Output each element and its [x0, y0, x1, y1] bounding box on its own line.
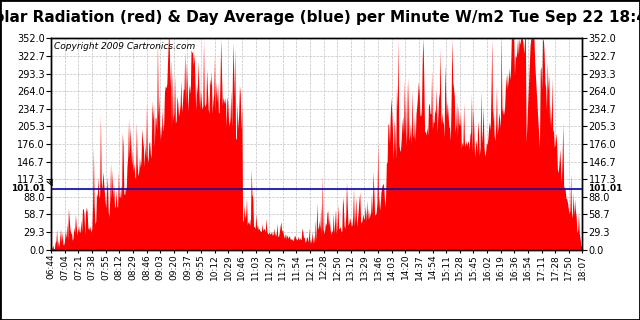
Text: 101.01: 101.01 [12, 185, 46, 194]
Text: 101.01: 101.01 [588, 185, 622, 194]
Text: Copyright 2009 Cartronics.com: Copyright 2009 Cartronics.com [54, 42, 195, 51]
Text: Solar Radiation (red) & Day Average (blue) per Minute W/m2 Tue Sep 22 18:43: Solar Radiation (red) & Day Average (blu… [0, 10, 640, 25]
